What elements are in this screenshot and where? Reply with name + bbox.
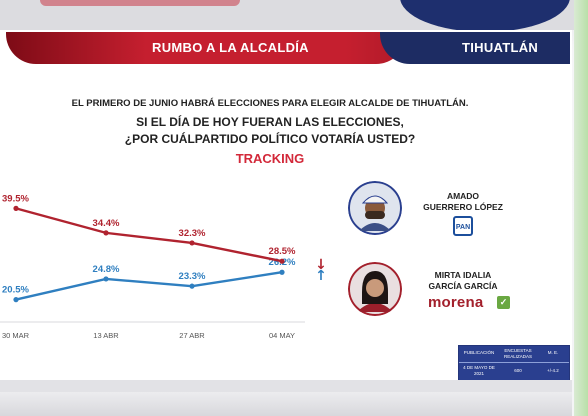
series-1-data-label: 24.8%	[93, 264, 120, 275]
series-2-point	[279, 258, 285, 264]
banner-blue	[380, 32, 570, 64]
right-edge-stripe	[574, 0, 588, 416]
morena-badge-icon: ✓	[497, 296, 510, 309]
x-tick-label: 27 ABR	[179, 331, 205, 340]
methodology-box: PUBLICACIÓN ENCUESTAS REALIZADAS M. E. 4…	[458, 345, 570, 381]
bottom-edge-glow	[0, 392, 572, 416]
banner-right-label: TIHUATLÁN	[462, 40, 539, 55]
meta-header-publication: PUBLICACIÓN	[463, 350, 495, 355]
series-2-data-label: 28.5%	[269, 246, 296, 257]
candidate-2-photo	[348, 262, 402, 316]
banner-red	[6, 32, 406, 64]
pan-logo: PAN	[453, 216, 473, 236]
candidate-2-name-line-1: MIRTA IDALIA	[434, 270, 492, 280]
meta-divider	[459, 362, 569, 363]
x-tick-label: 04 MAY	[269, 331, 295, 340]
header-line-1: EL PRIMERO DE JUNIO HABRÁ ELECCIONES PAR…	[71, 98, 469, 109]
candidate-1-name-line-1: AMADO	[446, 191, 480, 201]
candidate-1-photo	[348, 181, 402, 235]
series-1-data-label: 20.5%	[2, 285, 29, 296]
series-2-data-label: 34.4%	[93, 218, 120, 229]
meta-header-margin: M. E.	[547, 350, 559, 355]
series-1-point	[279, 269, 285, 275]
series-2-point	[13, 205, 19, 211]
series-2-data-label: 39.5%	[2, 193, 29, 204]
series-1-point	[13, 297, 19, 303]
candidate-2-name-line-2: GARCÍA GARCÍA	[428, 281, 498, 291]
header-line-2: SI EL DÍA DE HOY FUERAN LAS ELECCIONES,	[136, 115, 404, 129]
trend-up-arrow-icon: ↑	[315, 268, 327, 284]
series-1-point	[189, 283, 195, 289]
series-2-point	[189, 240, 195, 246]
meta-value-margin: +/-4.2	[547, 368, 559, 373]
meta-header-surveys: ENCUESTAS REALIZADAS	[503, 348, 532, 359]
x-tick-label: 30 MAR	[2, 331, 30, 340]
banner-left-label: RUMBO A LA ALCALDÍA	[152, 40, 309, 55]
series-1-data-label: 23.3%	[179, 271, 206, 282]
tracking-label: TRACKING	[235, 151, 305, 166]
series-1-point	[103, 276, 109, 282]
trend-down-arrow-icon: ↓	[315, 257, 327, 273]
x-tick-label: 13 ABR	[93, 331, 119, 340]
tracking-chart: 20.5%24.8%23.3%26.2%↑39.5%34.4%32.3%28.5…	[0, 193, 327, 340]
header-line-3: ¿POR CUÁLPARTIDO POLÍTICO VOTARÍA USTED?	[124, 132, 416, 146]
series-2-point	[103, 230, 109, 236]
morena-logo: morena	[428, 294, 484, 311]
candidate-1-name-line-2: GUERRERO LÓPEZ	[423, 202, 503, 212]
series-1-line	[15, 271, 283, 301]
top-edge-accent	[40, 0, 240, 6]
meta-value-surveys: 600	[514, 368, 522, 373]
meta-value-publication: 4 DE MAYO DE 2021	[463, 365, 495, 376]
series-2-line	[15, 207, 283, 263]
series-2-data-label: 32.3%	[179, 228, 206, 239]
